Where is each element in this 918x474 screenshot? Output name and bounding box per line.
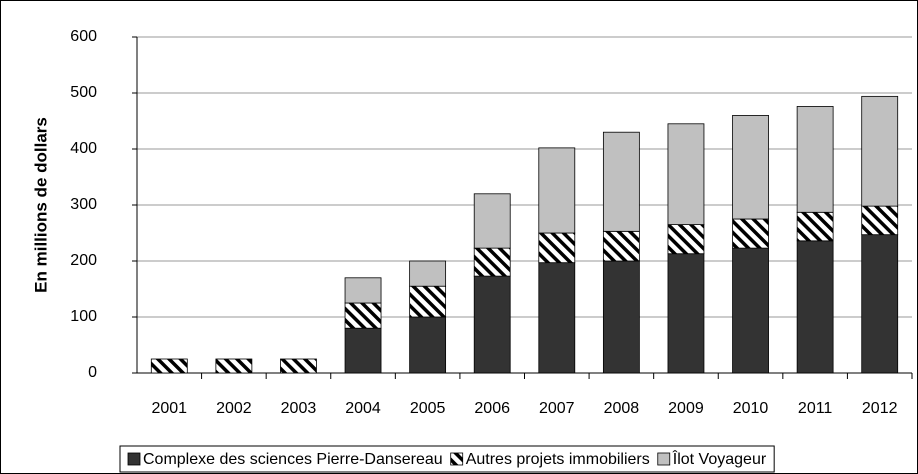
bar-segment — [602, 230, 640, 262]
legend-label: Complexe des sciences Pierre-Dansereau — [143, 451, 443, 468]
y-tick-label: 200 — [70, 252, 97, 269]
x-tick-label: 2004 — [345, 400, 381, 417]
x-tick-label: 2007 — [539, 400, 575, 417]
bar-segment — [344, 277, 382, 304]
y-tick-label: 100 — [70, 308, 97, 325]
x-tick-label: 2011 — [798, 400, 833, 417]
bar-segment — [473, 247, 511, 277]
x-tick-label: 2009 — [668, 400, 704, 417]
bar-segment — [602, 260, 640, 374]
x-tick-label: 2001 — [151, 400, 187, 417]
bar-segment — [280, 358, 317, 374]
bar-segment — [667, 123, 705, 226]
bar-segment — [215, 358, 253, 374]
x-tick-label: 2003 — [281, 400, 317, 417]
x-tick-label: 2008 — [604, 400, 640, 417]
x-tick-label: 2005 — [410, 400, 446, 417]
bar-segment — [861, 234, 899, 374]
legend-label: Îlot Voyageur — [672, 449, 767, 468]
bar-segment — [602, 131, 640, 232]
bar-segment — [861, 205, 899, 236]
legend-label: Autres projets immobiliers — [466, 451, 650, 468]
bar-segment — [344, 327, 382, 374]
bar-segment — [796, 106, 834, 213]
y-tick-label: 0 — [88, 364, 97, 381]
bar-segment — [732, 115, 769, 220]
bar-segment — [473, 275, 511, 374]
x-tick-label: 2010 — [733, 400, 769, 417]
bar-segment — [473, 193, 511, 249]
bar-segment — [409, 260, 447, 287]
bar-segment — [409, 316, 447, 374]
legend-swatch — [450, 452, 464, 466]
legend-swatch — [657, 452, 671, 466]
bar-segment — [409, 285, 447, 318]
bar-segment — [667, 224, 705, 255]
bar-segment — [344, 302, 382, 329]
y-tick-label: 600 — [70, 28, 97, 45]
legend-swatch — [127, 452, 141, 466]
bar-segment — [150, 358, 188, 374]
y-tick-label: 300 — [70, 196, 97, 213]
bar-segment — [667, 253, 705, 374]
y-tick-label: 500 — [70, 84, 97, 101]
bar-segment — [538, 232, 576, 264]
bar-segment — [538, 262, 576, 374]
bar-segment — [732, 218, 769, 249]
x-tick-label: 2012 — [862, 400, 898, 417]
x-tick-label: 2006 — [474, 400, 510, 417]
bar-segment — [732, 247, 769, 374]
y-tick-label: 400 — [70, 140, 97, 157]
bar-segment — [796, 240, 834, 374]
y-axis-label: En millions de dollars — [31, 117, 50, 293]
bar-segment — [861, 95, 899, 207]
bar-segment — [796, 211, 834, 242]
x-tick-label: 2002 — [216, 400, 252, 417]
legend-box — [119, 445, 775, 473]
bar-segment — [538, 147, 576, 234]
